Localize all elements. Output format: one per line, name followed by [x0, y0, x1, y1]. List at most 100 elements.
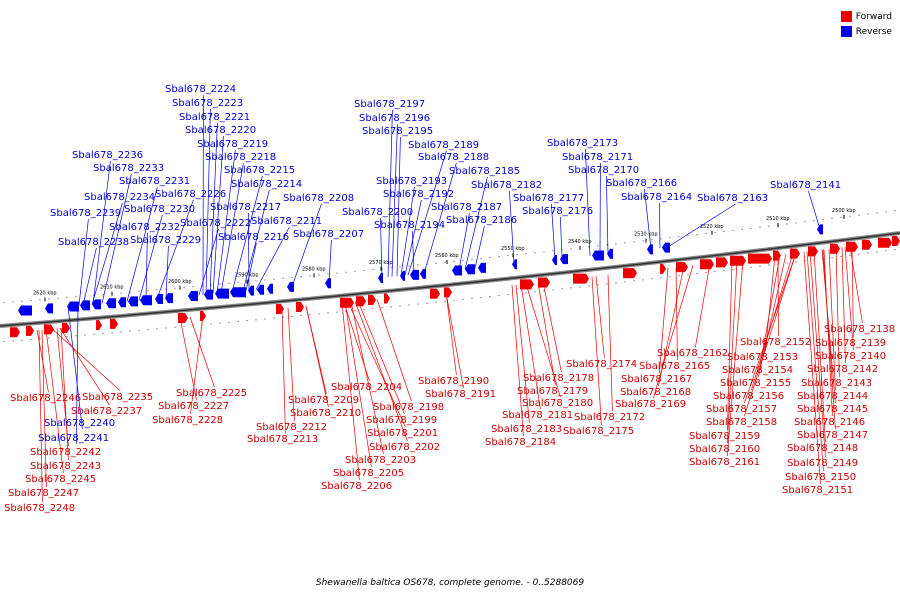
guide-dot [120, 331, 122, 333]
forward-gene-arrow [520, 279, 534, 290]
reverse-gene-arrow [45, 303, 53, 314]
guide-dot [255, 319, 257, 321]
forward-gene-leader [525, 283, 561, 398]
guide-dot [768, 225, 770, 227]
reverse-gene-arrow [67, 301, 79, 312]
guide-dot [156, 289, 158, 291]
reverse-gene-leader [509, 190, 515, 265]
guide-dot [678, 275, 680, 277]
reverse-gene-label: Sbal678_2177 [513, 193, 584, 204]
reverse-gene-arrow [552, 254, 557, 265]
guide-dot [183, 325, 185, 328]
reverse-gene-leader [551, 203, 556, 260]
guide-dot [435, 301, 437, 303]
forward-gene-label: Sbal678_2138 [824, 324, 895, 335]
forward-gene-label: Sbal678_2181 [502, 410, 573, 421]
forward-gene-arrow [340, 297, 354, 308]
forward-gene-label: Sbal678_2243 [30, 461, 101, 472]
forward-gene-leader [537, 282, 556, 386]
forward-gene-leader [821, 249, 836, 404]
genome-backbone-core [0, 232, 900, 327]
guide-dot [138, 329, 140, 331]
forward-gene-leader [744, 252, 797, 404]
guide-dot [363, 308, 365, 311]
forward-gene-arrow [830, 243, 840, 254]
forward-gene-arrow [716, 257, 728, 268]
reverse-gene-arrow [155, 293, 163, 304]
forward-gene-label: Sbal678_2203 [345, 455, 416, 466]
guide-dot [867, 213, 869, 215]
guide-dot [723, 269, 725, 272]
guide-dot [336, 311, 338, 313]
guide-dot [507, 255, 509, 257]
forward-gene-label: Sbal678_2149 [787, 458, 858, 469]
forward-gene-label: Sbal678_2151 [782, 485, 853, 496]
guide-dot [327, 312, 329, 314]
reverse-gene-label: Sbal678_2200 [342, 207, 413, 218]
forward-gene-leader [806, 251, 824, 472]
guide-dot [543, 251, 545, 253]
reverse-gene-leader [231, 175, 263, 293]
reverse-gene-leader [464, 176, 488, 270]
guide-dot [57, 297, 59, 299]
guide-dot [408, 304, 410, 306]
scale-tick-label: 2520 kbp [700, 224, 724, 230]
guide-dot [120, 292, 122, 294]
reverse-gene-arrow [267, 283, 273, 294]
forward-gene-leader [828, 248, 836, 391]
reverse-gene-label: Sbal678_2188 [418, 152, 489, 163]
guide-dot [552, 289, 554, 291]
forward-gene-leader [607, 274, 613, 412]
forward-gene-leader [51, 328, 121, 392]
guide-dot [579, 286, 581, 288]
legend: Forward Reverse [840, 9, 892, 39]
reverse-gene-label: Sbal678_2196 [359, 113, 430, 124]
reverse-gene-leader [145, 232, 148, 300]
reverse-gene-leader [808, 190, 821, 230]
reverse-gene-label: Sbal678_2171 [562, 152, 633, 163]
guide-dot [237, 281, 239, 284]
forward-gene-label: Sbal678_2190 [418, 376, 489, 387]
reverse-gene-arrow [400, 270, 405, 281]
guide-dot [264, 318, 266, 320]
forward-gene-leader [189, 316, 215, 388]
reverse-gene-leader [245, 242, 257, 291]
forward-gene-label: Sbal678_2142 [807, 364, 878, 375]
guide-dot [759, 226, 761, 228]
guide-dot [615, 282, 617, 284]
guide-dot [633, 280, 635, 282]
forward-gene-leader [595, 276, 605, 359]
reverse-gene-arrow [92, 299, 101, 310]
reverse-gene-leader [659, 202, 661, 248]
guide-dot [687, 235, 689, 237]
forward-gene-label: Sbal678_2157 [706, 404, 777, 415]
legend-item-reverse: Reverse [840, 24, 892, 39]
forward-gene-arrow [384, 293, 390, 304]
forward-gene-leader [659, 267, 669, 374]
guide-dot [66, 335, 68, 338]
guide-dot [795, 222, 797, 224]
reverse-gene-label: Sbal678_2141 [770, 180, 841, 191]
forward-gene-leader [760, 254, 781, 365]
guide-dot [705, 271, 707, 274]
reverse-gene-label: Sbal678_2218 [205, 152, 276, 163]
guide-dot [291, 276, 293, 279]
forward-gene-label: Sbal678_2179 [517, 386, 588, 397]
guide-dot [705, 232, 707, 235]
guide-dot [714, 231, 716, 234]
reverse-gene-label: Sbal678_2170 [568, 165, 639, 176]
guide-dot [66, 296, 68, 299]
forward-gene-labels: Sbal678_2246 Sbal678_2235Sbal678_2237Sbal… [4, 324, 895, 514]
forward-gene-leader [813, 250, 826, 443]
forward-gene-label: Sbal678_2213 [247, 434, 318, 445]
guide-dot [273, 317, 275, 319]
forward-gene-label: Sbal678_2169 [615, 399, 686, 410]
reverse-gene-arrow [325, 278, 331, 289]
reverse-gene-arrow [662, 242, 670, 253]
forward-gene-label: Sbal678_2237 [71, 406, 142, 417]
forward-gene-arrow [62, 322, 70, 333]
reverse-gene-leader [92, 160, 111, 305]
genome-backbone [0, 231, 900, 328]
forward-gene-label: Sbal678_2165 [639, 361, 710, 372]
forward-gene-label: Sbal678_2210 [290, 408, 361, 419]
